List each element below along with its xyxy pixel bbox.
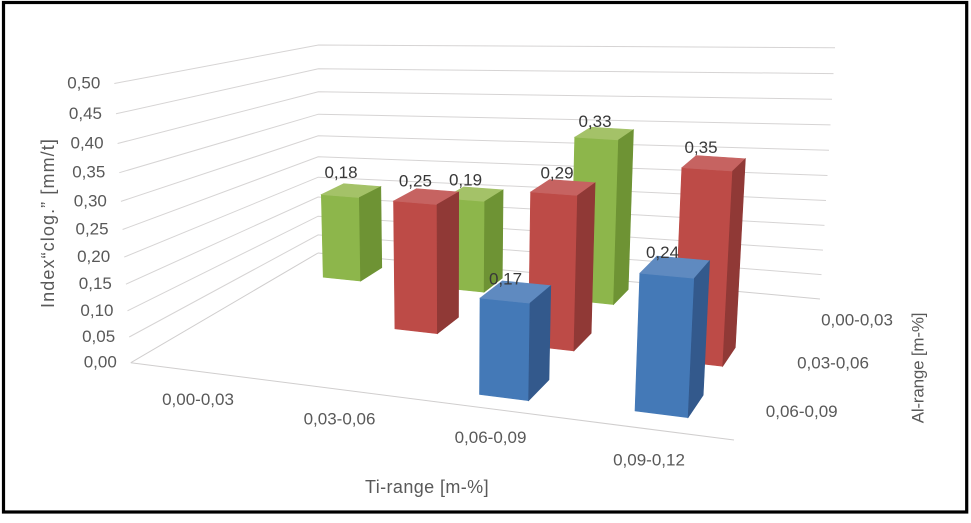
- svg-text:0,33: 0,33: [578, 112, 611, 131]
- svg-text:0,00: 0,00: [84, 353, 117, 372]
- svg-text:0,35: 0,35: [684, 138, 717, 157]
- svg-text:0,30: 0,30: [74, 191, 107, 210]
- svg-text:0,50: 0,50: [67, 74, 100, 93]
- svg-text:0,06-0,09: 0,06-0,09: [455, 428, 527, 447]
- svg-text:Al-range [m-%]: Al-range [m-%]: [909, 313, 928, 424]
- svg-text:0,19: 0,19: [449, 171, 482, 190]
- svg-text:0,06-0,09: 0,06-0,09: [766, 402, 838, 421]
- svg-text:0,00-0,03: 0,00-0,03: [162, 390, 234, 409]
- svg-text:0,20: 0,20: [77, 247, 110, 266]
- svg-text:0,17: 0,17: [489, 270, 522, 289]
- svg-text:0,10: 0,10: [80, 301, 113, 320]
- svg-text:0,15: 0,15: [79, 274, 112, 293]
- svg-text:0,45: 0,45: [69, 104, 102, 123]
- svg-text:0,35: 0,35: [72, 163, 105, 182]
- svg-text:0,03-0,06: 0,03-0,06: [797, 354, 869, 373]
- svg-text:0,40: 0,40: [71, 134, 104, 153]
- svg-text:0,00-0,03: 0,00-0,03: [821, 311, 893, 330]
- svg-text:0,05: 0,05: [82, 327, 115, 346]
- svg-text:0,25: 0,25: [399, 172, 432, 191]
- svg-text:0,18: 0,18: [324, 163, 357, 182]
- svg-text:0,25: 0,25: [76, 220, 109, 239]
- svg-text:Ti-range [m-%]: Ti-range [m-%]: [365, 477, 489, 497]
- svg-text:0,09-0,12: 0,09-0,12: [613, 451, 685, 470]
- svg-text:0,03-0,06: 0,03-0,06: [304, 410, 376, 429]
- svg-text:0,29: 0,29: [540, 164, 573, 183]
- svg-text:0,24: 0,24: [646, 243, 679, 262]
- svg-text:Index“clog.” [mm/t]: Index“clog.” [mm/t]: [38, 138, 58, 308]
